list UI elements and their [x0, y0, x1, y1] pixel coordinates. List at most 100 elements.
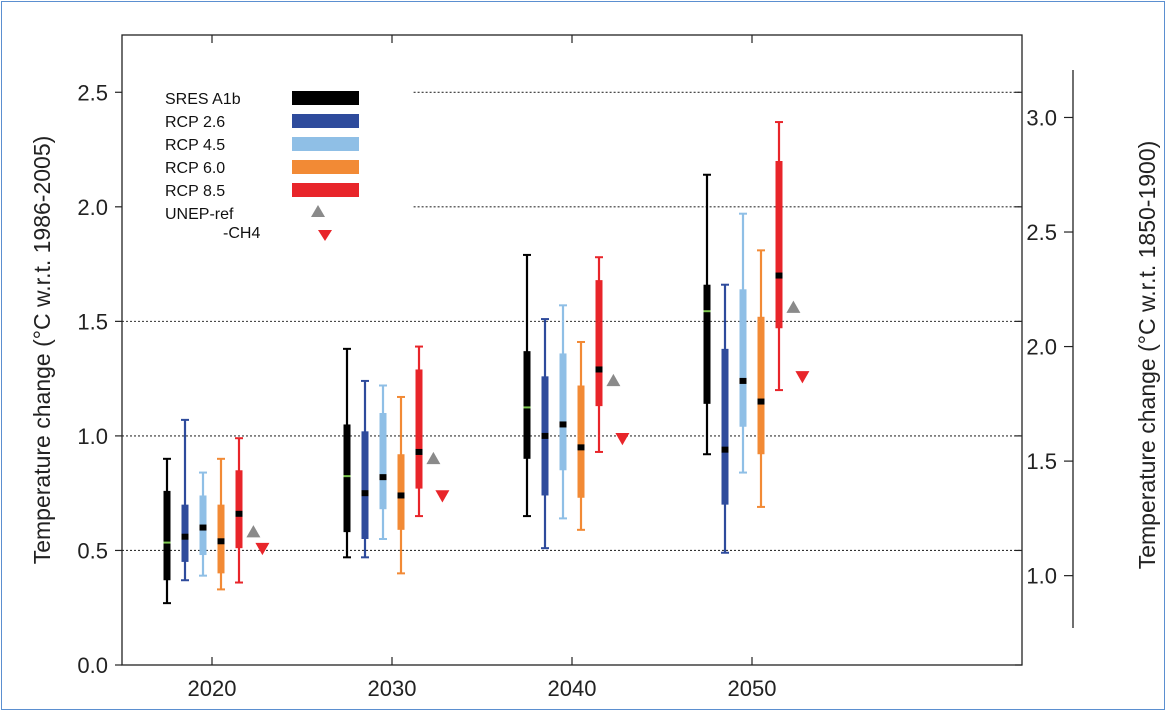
box-median [199, 524, 207, 531]
box-median [217, 538, 225, 545]
y-axis-right-title: Temperature change (°C w.r.t. 1850-1900) [1134, 141, 1160, 570]
axes: 0.0 0.5 1.0 1.5 2.0 2.5 2020 2030 2040 2050 1.0 1.5… [77, 35, 1074, 701]
box-median [559, 421, 567, 428]
box-rcp-6-0 [757, 249, 765, 508]
box-rcp-4-5 [559, 304, 567, 520]
box-rcp-8-5 [595, 256, 603, 453]
box-rcp-6-0 [217, 457, 225, 591]
box-median [595, 366, 603, 373]
legend-swatch [292, 91, 359, 105]
unep-ref-marker [246, 525, 261, 538]
box-iqr [181, 504, 189, 562]
ch4-marker [435, 490, 450, 503]
box-sres-a1b [163, 457, 171, 605]
grid-lines [122, 91, 1022, 552]
x-tick-label: 2040 [548, 676, 597, 701]
box-iqr [163, 490, 171, 581]
box-iqr [595, 280, 603, 407]
ch4-marker [255, 542, 270, 556]
y-right-tick-label: 1.0 [1026, 564, 1057, 589]
box-sres-a1b [523, 253, 531, 518]
box-median [577, 444, 585, 451]
legend-label: RCP 8.5 [165, 183, 225, 200]
legend-swatch [292, 160, 359, 174]
legend-swatch [292, 183, 359, 197]
box-iqr [703, 284, 711, 404]
box-iqr [235, 470, 243, 549]
legend-swatch [318, 230, 332, 241]
box-rcp-2-6 [181, 418, 189, 582]
box-iqr [343, 424, 351, 533]
y-left-tick-label: 2.0 [77, 195, 108, 220]
box-rcp-2-6 [361, 379, 369, 559]
box-median [757, 398, 765, 405]
unep-ref-marker [606, 373, 621, 387]
box-median [235, 510, 243, 517]
box-rcp-4-5 [739, 212, 747, 474]
box-iqr [559, 353, 567, 471]
legend-swatch [292, 137, 359, 151]
data-boxes [163, 121, 810, 605]
box-median [181, 533, 189, 540]
box-median [361, 490, 369, 497]
x-tick-label: 2050 [728, 676, 777, 701]
y-left-tick-label: 0.5 [77, 538, 108, 563]
y-left-tick-label: 1.0 [77, 424, 108, 449]
y-left-tick-label: 1.5 [77, 309, 108, 334]
legend-swatch [292, 114, 359, 128]
y-right-tick-label: 3.0 [1026, 105, 1057, 130]
box-iqr [721, 348, 729, 505]
box-median [703, 310, 711, 313]
plot-area [121, 34, 1023, 666]
box-rcp-8-5 [775, 121, 783, 392]
box-iqr [577, 385, 585, 498]
box-rcp-6-0 [577, 340, 585, 531]
legend-label: -CH4 [223, 225, 260, 242]
box-median [397, 492, 405, 499]
y-right-tick-label: 1.5 [1026, 449, 1057, 474]
legend-label: UNEP-ref [165, 206, 234, 223]
legend-label: SRES A1b [165, 91, 241, 108]
box-median [739, 377, 747, 384]
unep-ref-marker [426, 451, 441, 465]
y-right-tick-label: 2.5 [1026, 220, 1057, 245]
x-tick-label: 2020 [188, 676, 237, 701]
box-iqr [523, 351, 531, 459]
box-median [775, 272, 783, 279]
box-iqr [397, 454, 405, 530]
box-iqr [379, 413, 387, 510]
box-median [721, 446, 729, 453]
legend-label: RCP 6.0 [165, 160, 225, 177]
box-sres-a1b [703, 173, 711, 456]
box-median [163, 541, 171, 544]
legend: SRES A1b RCP 2.6 RCP 4.5 RCP 6.0 RCP 8.5 UNEP… [165, 91, 359, 242]
box-rcp-8-5 [415, 345, 423, 518]
y-right-tick-label: 2.0 [1026, 335, 1057, 360]
box-iqr [775, 161, 783, 329]
box-median [541, 432, 549, 439]
legend-swatch [311, 205, 325, 217]
box-iqr [415, 369, 423, 489]
y-axis-left-title: Temperature change (°C w.r.t. 1986-2005) [29, 136, 55, 565]
x-tick-label: 2030 [368, 676, 417, 701]
box-iqr [361, 431, 369, 539]
box-rcp-2-6 [721, 283, 729, 554]
box-median [415, 448, 423, 455]
box-iqr [739, 289, 747, 427]
box-median [343, 475, 351, 478]
box-iqr [757, 316, 765, 455]
legend-label: RCP 4.5 [165, 137, 225, 154]
box-median [379, 474, 387, 481]
box-rcp-8-5 [235, 437, 243, 584]
box-rcp-6-0 [397, 395, 405, 575]
unep-ref-marker [786, 300, 801, 313]
box-rcp-4-5 [199, 471, 207, 577]
ch4-marker [795, 371, 810, 384]
box-median [523, 406, 531, 409]
box-sres-a1b [343, 347, 351, 559]
y-left-tick-label: 0.0 [77, 653, 108, 678]
box-rcp-4-5 [379, 384, 387, 540]
ch4-marker [615, 432, 630, 446]
legend-label: RCP 2.6 [165, 114, 225, 131]
